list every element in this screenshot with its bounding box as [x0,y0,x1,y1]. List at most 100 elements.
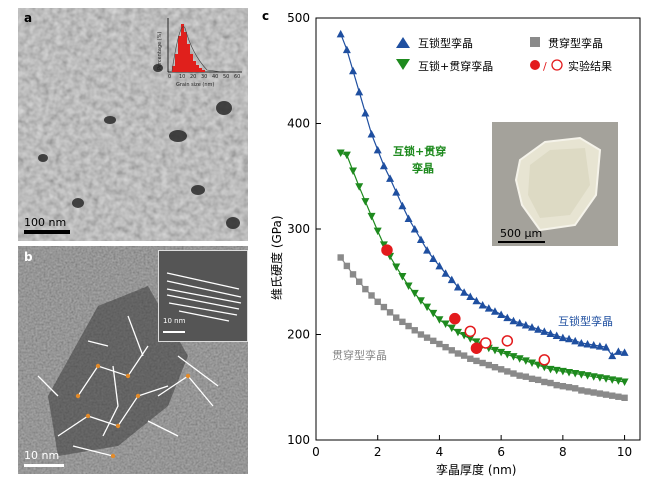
penetrate-point [448,347,455,354]
interlock-point [558,333,567,342]
penetrate-point [343,262,351,270]
interlock-point [416,235,425,244]
interlock-point [447,275,456,284]
histogram-xlabel: Grain size (nm) [176,82,214,88]
experiment-point [501,335,514,347]
penetrate-point [609,392,616,399]
y-tick-label: 300 [287,222,310,236]
hybrid-point [540,363,549,372]
hybrid-point [608,376,617,384]
interlock-point [336,29,345,38]
interlock-point [466,292,475,301]
hybrid-point [441,320,450,328]
histogram-x-tick: 0 [168,74,171,80]
hybrid-point [558,367,567,376]
interlock-point [398,201,407,210]
interlock-point [509,316,518,325]
hybrid-point [490,346,499,355]
grain-size-histogram-inset: Percentage (%) Grain size (nm) 0 10 20 30 40… [152,14,246,88]
hybrid-point [571,370,580,378]
legend-marker-exp-filled [530,60,540,70]
annotation-interlock: 互锁型孪晶 [558,314,613,328]
penetrate-point [368,292,375,299]
interlock-point [423,246,432,254]
hybrid-point [373,227,382,236]
penetrate-point [349,271,357,278]
experiment-point [464,325,477,338]
histogram-x-tick: 50 [223,74,229,80]
hybrid-point [435,316,444,324]
x-tick-label: 2 [374,445,382,459]
twin-boundary-lines [37,315,219,457]
interlock-point [571,336,580,345]
penetrate-point [547,379,554,387]
histogram-bars [172,24,205,72]
data-series [336,29,629,401]
penetrate-point [559,382,567,390]
panel-a-label: a [24,11,33,25]
interlock-point [552,331,561,340]
penetrate-point [411,327,418,334]
histogram-ylabel: Percentage (%) [157,32,163,70]
penetrate-point [553,381,560,389]
y-tick-label: 100 [287,433,310,447]
interlock-point [404,214,413,222]
interlock-point [410,225,419,233]
penetrate-point [473,357,480,365]
penetrate-point [386,309,394,316]
y-axis-ticks: 100 200 300 400 500 [287,11,321,447]
interlock-point [540,327,549,335]
penetrate-point [615,393,622,400]
interlock-point [583,339,592,348]
legend-label-experiment: 实验结果 [568,59,612,73]
histogram-x-tick: 30 [201,74,207,80]
x-tick-label: 6 [497,445,505,459]
interlock-point [515,318,524,327]
penetrate-point [590,389,597,396]
legend-marker-interlock [396,37,410,48]
interlock-point [460,288,469,296]
penetrate-point [460,352,468,359]
penetrate-point [621,394,628,401]
penetrate-point [442,343,449,351]
hybrid-point [546,365,555,374]
hybrid-point [355,183,364,191]
hybrid-point [423,303,432,312]
hybrid-point [614,377,623,385]
penetrate-point [430,337,437,345]
y-tick-label: 200 [287,328,310,342]
penetrate-point [528,375,536,383]
histogram-x-tick: 10 [179,74,185,80]
interlock-point [472,296,481,305]
panel-c-label: c [262,9,269,23]
penetrate-point [479,359,486,367]
experiment-point [449,312,461,325]
hybrid-point [528,359,536,367]
penetrate-point [491,364,499,371]
hybrid-point [367,212,376,221]
penetrate-point [423,334,431,341]
hybrid-point [521,357,530,365]
tem-texture-a [18,8,248,241]
interlock-point [595,342,604,350]
interlock-point [589,341,598,349]
interlock-point [608,351,617,360]
penetrate-point [337,254,344,261]
interlock-point [546,329,555,337]
experiment-point [479,337,492,349]
photo-scale-bar-text: 500 µm [500,227,542,240]
x-tick-label: 10 [617,445,632,459]
penetrate-point [467,355,474,362]
annotation-hybrid-line2: 孪晶 [412,161,434,175]
hybrid-point [497,348,506,357]
tem-image-panel-a: a 100 nm Percentage (%) Grain size (nm) [18,8,248,241]
interlock-point [349,66,358,75]
penetrate-point [602,391,610,398]
hybrid-point [466,335,475,343]
penetrate-point [393,314,400,321]
hybrid-point [410,289,419,298]
interlock-point [577,338,586,347]
penetrate-point [516,372,523,379]
hybrid-point [515,355,524,363]
histogram-x-tick: 60 [234,74,240,80]
